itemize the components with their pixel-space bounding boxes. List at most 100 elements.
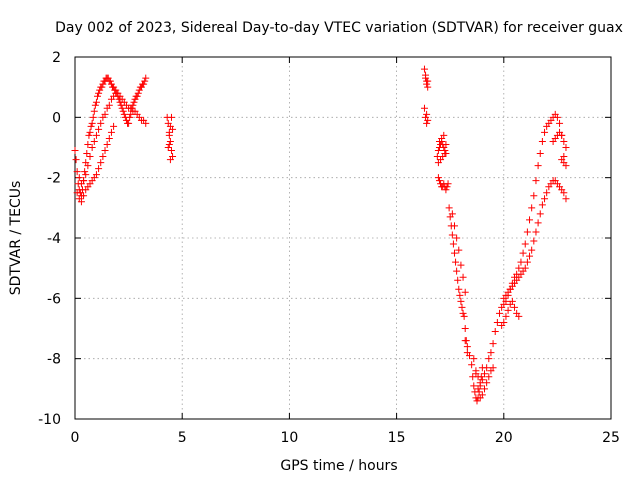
data-point <box>500 318 508 326</box>
data-point <box>89 113 97 121</box>
data-point <box>442 186 450 194</box>
data-point <box>98 83 106 91</box>
data-point <box>511 303 519 311</box>
data-points <box>71 65 570 405</box>
data-point <box>478 376 486 384</box>
x-tick-label: 15 <box>388 430 406 446</box>
data-point <box>424 77 432 85</box>
y-tick-label: 0 <box>52 110 61 126</box>
data-point <box>485 355 493 363</box>
data-point <box>473 397 481 405</box>
data-point <box>169 125 177 133</box>
data-point <box>167 147 175 155</box>
data-point <box>423 119 431 127</box>
data-point <box>95 89 103 97</box>
data-point <box>80 177 88 185</box>
data-point <box>536 210 544 218</box>
data-point <box>481 370 489 378</box>
data-point <box>167 113 175 121</box>
data-point <box>440 131 448 139</box>
data-point <box>125 119 133 127</box>
data-point <box>470 355 478 363</box>
data-point <box>538 201 546 209</box>
data-point <box>97 159 105 167</box>
data-point <box>459 309 467 317</box>
data-point <box>106 77 114 85</box>
data-point <box>423 80 431 88</box>
data-point <box>88 144 96 151</box>
data-point <box>491 328 499 336</box>
data-point <box>91 101 99 109</box>
data-point <box>530 237 538 245</box>
x-tick-label: 0 <box>71 430 80 446</box>
data-point <box>478 391 486 399</box>
data-point <box>75 174 83 182</box>
data-point <box>92 131 100 139</box>
data-point <box>105 134 113 142</box>
data-point <box>455 285 463 293</box>
y-tick-label: 2 <box>52 50 61 66</box>
data-point <box>521 264 529 272</box>
data-point <box>526 216 534 224</box>
data-point <box>532 177 540 185</box>
y-tick-label: -8 <box>47 352 61 368</box>
data-point <box>434 147 442 155</box>
x-tick-label: 25 <box>602 430 620 446</box>
data-point <box>435 177 443 185</box>
data-point <box>82 171 90 179</box>
data-point <box>452 258 460 266</box>
data-point <box>442 140 450 148</box>
data-point <box>523 228 531 236</box>
data-point <box>461 337 469 345</box>
data-point <box>553 113 561 121</box>
data-point <box>142 74 150 82</box>
data-point <box>457 261 465 269</box>
data-point <box>534 162 542 170</box>
data-point <box>119 107 127 115</box>
data-point <box>504 306 512 314</box>
data-point <box>562 144 570 151</box>
data-point <box>88 119 96 127</box>
data-point <box>459 273 467 281</box>
data-point <box>515 264 523 272</box>
data-point <box>450 249 458 257</box>
data-point <box>92 98 100 106</box>
x-tick-label: 5 <box>178 430 187 446</box>
data-point <box>95 165 103 173</box>
grid-lines <box>75 57 611 419</box>
data-point <box>81 168 89 176</box>
data-point <box>140 80 148 88</box>
y-tick-label: -2 <box>47 171 61 187</box>
data-point <box>420 65 428 73</box>
data-point <box>103 140 111 148</box>
data-point <box>90 107 98 115</box>
data-point <box>560 137 568 145</box>
y-tick-label: -10 <box>38 412 61 428</box>
data-point <box>526 252 534 260</box>
data-point <box>485 373 493 381</box>
data-point <box>556 119 564 127</box>
data-point <box>456 291 464 299</box>
data-point <box>475 388 483 396</box>
data-point <box>105 101 113 109</box>
data-point <box>483 364 491 372</box>
data-point <box>453 267 461 275</box>
x-tick-labels: 0 5 10 15 20 25 <box>71 430 620 446</box>
data-point <box>474 385 482 393</box>
data-point <box>97 119 105 127</box>
data-point <box>496 309 504 317</box>
data-point <box>489 364 497 372</box>
data-point <box>86 153 94 161</box>
data-point <box>523 258 531 266</box>
data-point <box>83 150 91 158</box>
data-point <box>455 246 463 254</box>
data-point <box>142 119 150 127</box>
data-point <box>454 276 462 284</box>
data-point <box>536 150 544 158</box>
data-point <box>424 83 432 91</box>
data-point <box>87 122 95 130</box>
data-point <box>90 137 98 145</box>
data-point <box>450 222 458 230</box>
data-point <box>541 128 549 136</box>
data-point <box>465 352 473 360</box>
